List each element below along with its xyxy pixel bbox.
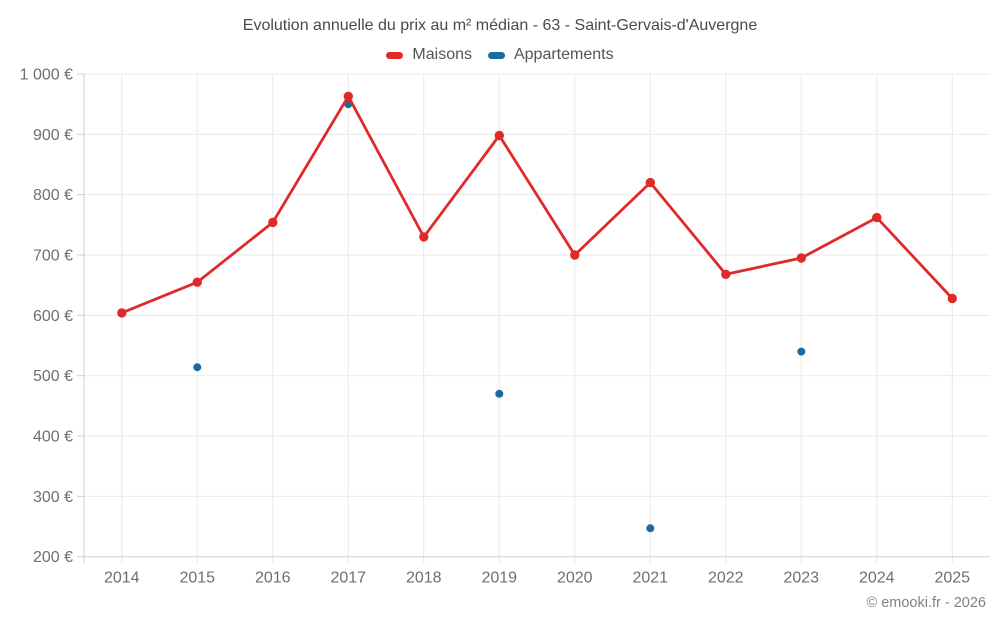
x-axis-label: 2019 xyxy=(481,570,517,587)
y-axis-label: 700 € xyxy=(33,248,73,265)
appartements-point[interactable] xyxy=(495,389,504,398)
maisons-line xyxy=(120,94,954,315)
legend-swatch-icon xyxy=(386,51,404,59)
legend-item-maisons[interactable]: Maisons xyxy=(386,46,472,64)
x-axis-label: 2023 xyxy=(783,570,819,587)
legend-label: Maisons xyxy=(412,46,472,63)
y-axis-label: 1 000 € xyxy=(20,67,73,84)
y-axis-label: 900 € xyxy=(33,127,73,144)
maisons-point[interactable] xyxy=(645,177,655,188)
appartements-point[interactable] xyxy=(797,347,806,356)
y-axis-label: 200 € xyxy=(33,549,73,566)
maisons-point[interactable] xyxy=(419,232,429,242)
maisons-point[interactable] xyxy=(721,269,731,279)
x-axis-label: 2016 xyxy=(255,570,291,587)
x-axis-label: 2015 xyxy=(179,570,215,587)
x-axis-label: 2018 xyxy=(406,570,442,587)
maisons-point[interactable] xyxy=(570,250,580,260)
maisons-point[interactable] xyxy=(494,130,504,141)
y-axis-label: 600 € xyxy=(33,308,73,325)
y-axis-label: 300 € xyxy=(33,489,73,506)
x-axis-label: 2022 xyxy=(708,570,744,587)
x-axis-label: 2024 xyxy=(859,570,895,587)
maisons-point[interactable] xyxy=(343,91,353,102)
maisons-point[interactable] xyxy=(872,212,882,223)
x-axis-label: 2014 xyxy=(104,570,140,587)
maisons-point[interactable] xyxy=(796,253,806,263)
chart-title: Evolution annuelle du prix au m² médian … xyxy=(242,17,758,34)
x-axis-label: 2017 xyxy=(330,570,366,587)
appartements-point[interactable] xyxy=(646,524,655,533)
legend-swatch-icon xyxy=(487,51,505,59)
maisons-point[interactable] xyxy=(192,277,202,287)
x-axis-label: 2025 xyxy=(934,570,970,587)
x-axis-label: 2021 xyxy=(632,570,668,587)
legend-item-appartements[interactable]: Appartements xyxy=(487,46,614,64)
maisons-point[interactable] xyxy=(268,217,278,228)
legend-label: Appartements xyxy=(513,46,614,63)
x-axis-label: 2020 xyxy=(557,570,593,587)
y-axis-label: 400 € xyxy=(33,429,73,446)
y-axis-label: 500 € xyxy=(33,368,73,385)
maisons-point[interactable] xyxy=(947,293,957,304)
copyright-watermark: © emooki.fr - 2026 xyxy=(866,595,986,611)
appartements-point[interactable] xyxy=(193,363,202,372)
maisons-point[interactable] xyxy=(117,308,127,318)
chart-legend: Maisons Appartements xyxy=(0,46,1000,64)
y-axis-label: 800 € xyxy=(33,187,73,204)
